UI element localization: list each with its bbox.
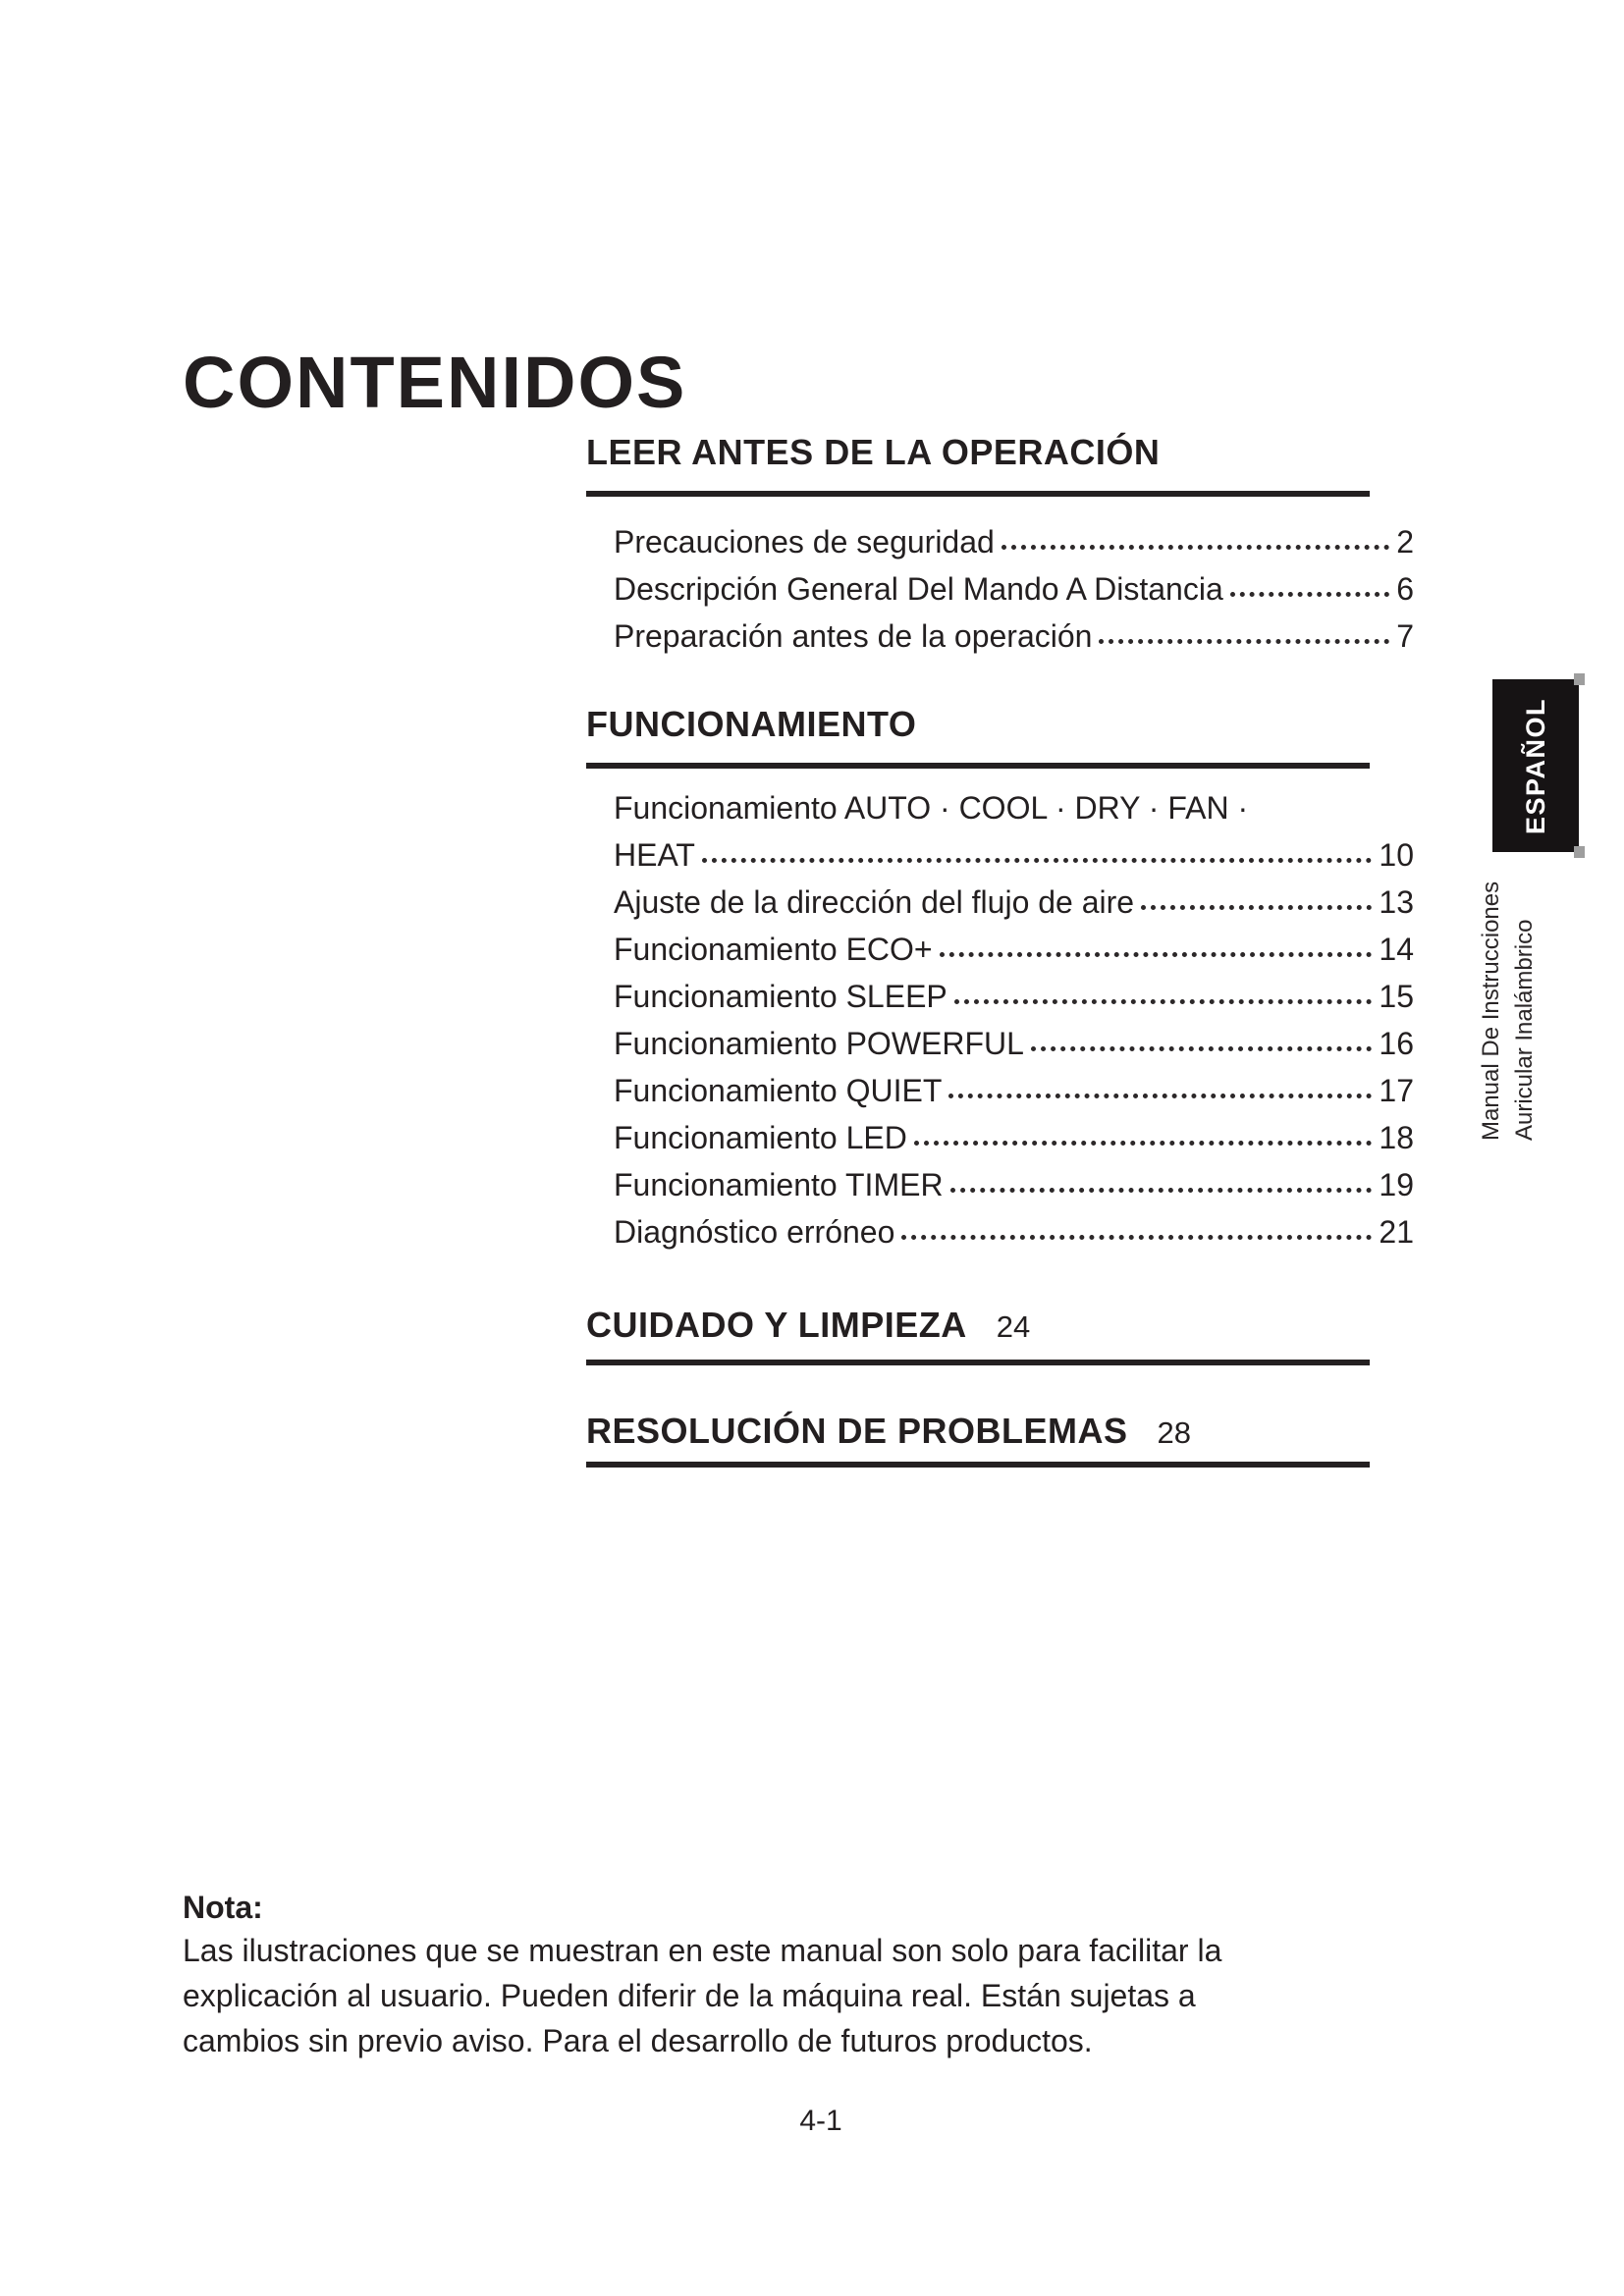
toc-item-row: Funcionamiento ECO+ 14	[614, 926, 1414, 973]
toc-item: Funcionamiento AUTO · COOL · DRY · FAN ·…	[614, 784, 1414, 879]
toc-leader-dots	[949, 1188, 1373, 1193]
toc-item-page: 2	[1396, 524, 1414, 560]
section-heading: LEER ANTES DE LA OPERACIÓN	[586, 432, 1370, 497]
toc-item-label: Funcionamiento SLEEP	[614, 979, 947, 1014]
toc-leader-dots	[1229, 592, 1390, 597]
section-heading-text: CUIDADO Y LIMPIEZA	[586, 1305, 967, 1345]
toc-item-row: Ajuste de la dirección del flujo de aire…	[614, 879, 1414, 926]
language-tab-espanol: ESPAÑOL	[1492, 679, 1579, 852]
toc-leader-dots	[1001, 545, 1390, 550]
toc-item-page: 7	[1396, 618, 1414, 654]
toc-item: Diagnóstico erróneo 21	[614, 1208, 1414, 1255]
toc-item-list: Funcionamiento AUTO · COOL · DRY · FAN ·…	[586, 784, 1414, 1255]
toc-item: Funcionamiento SLEEP 15	[614, 973, 1414, 1020]
toc-item-row: Preparación antes de la operación 7	[614, 613, 1414, 660]
toc-item-label: Funcionamiento POWERFUL	[614, 1026, 1024, 1061]
scan-artifact-mark	[1574, 846, 1585, 858]
toc-item: Preparación antes de la operación 7	[614, 613, 1414, 660]
toc-item: Ajuste de la dirección del flujo de aire…	[614, 879, 1414, 926]
toc-item-page: 15	[1379, 979, 1414, 1014]
toc-item-label: Descripción General Del Mando A Distanci…	[614, 571, 1223, 607]
toc-item-row: HEAT 10	[614, 831, 1414, 879]
toc-item-label: Ajuste de la dirección del flujo de aire	[614, 884, 1135, 920]
section-heading-text: LEER ANTES DE LA OPERACIÓN	[586, 432, 1161, 472]
toc-section-cuidado-limpieza: CUIDADO Y LIMPIEZA 24	[586, 1305, 1414, 1365]
toc-item-row: Diagnóstico erróneo 21	[614, 1208, 1414, 1255]
toc-item-row: Funcionamiento TIMER 19	[614, 1161, 1414, 1208]
toc-item-page: 14	[1379, 932, 1414, 967]
section-heading-page: 24	[996, 1309, 1031, 1344]
toc-item-label: Preparación antes de la operación	[614, 618, 1093, 654]
toc-item-row: Funcionamiento POWERFUL 16	[614, 1020, 1414, 1067]
toc-item-page: 19	[1379, 1167, 1414, 1202]
toc-item: Precauciones de seguridad 2	[614, 518, 1414, 565]
toc-leader-dots	[1030, 1046, 1373, 1051]
toc-item-label: Funcionamiento LED	[614, 1120, 907, 1155]
note-line: cambios sin previo aviso. Para el desarr…	[183, 2023, 1093, 2058]
toc-item-label: Funcionamiento ECO+	[614, 932, 933, 967]
toc-section-funcionamiento: FUNCIONAMIENTO Funcionamiento AUTO · COO…	[586, 704, 1414, 1255]
toc-item-label: HEAT	[614, 837, 695, 873]
section-heading-page: 28	[1157, 1415, 1192, 1450]
toc-leader-dots	[939, 952, 1373, 957]
section-heading: FUNCIONAMIENTO	[586, 704, 1370, 769]
note-label: Nota:	[183, 1890, 263, 1925]
spine-line-1: Manual De Instrucciones	[1478, 881, 1504, 1141]
section-heading: CUIDADO Y LIMPIEZA 24	[586, 1305, 1370, 1365]
toc-section-resolucion-problemas: RESOLUCIÓN DE PROBLEMAS 28	[586, 1411, 1414, 1468]
section-heading-text: FUNCIONAMIENTO	[586, 704, 917, 744]
toc-leader-dots	[901, 1235, 1373, 1240]
footer-page-number: 4-1	[799, 2105, 842, 2137]
toc-item-label: Funcionamiento QUIET	[614, 1073, 943, 1108]
toc-item-label: Funcionamiento TIMER	[614, 1167, 944, 1202]
toc-item: Funcionamiento POWERFUL 16	[614, 1020, 1414, 1067]
toc-leader-dots	[948, 1094, 1373, 1098]
note-block: Nota: Las ilustraciones que se muestran …	[183, 1887, 1479, 2063]
language-tab-label: ESPAÑOL	[1520, 697, 1550, 834]
toc-item-page: 16	[1379, 1026, 1414, 1061]
toc-item-row: Funcionamiento LED 18	[614, 1114, 1414, 1161]
spine-vertical-text: Manual De Instrucciones Auricular Inalám…	[1475, 881, 1542, 1141]
toc-leader-dots	[913, 1141, 1373, 1146]
toc-item: Funcionamiento TIMER 19	[614, 1161, 1414, 1208]
toc-item-list: Precauciones de seguridad 2 Descripción …	[586, 518, 1414, 660]
toc-item-row: Funcionamiento SLEEP 15	[614, 973, 1414, 1020]
note-line: Las ilustraciones que se muestran en est…	[183, 1933, 1222, 1968]
table-of-contents: LEER ANTES DE LA OPERACIÓN Precauciones …	[586, 432, 1414, 1468]
toc-leader-dots	[1099, 639, 1390, 644]
toc-leader-dots	[701, 858, 1373, 863]
toc-item-page: 17	[1379, 1073, 1414, 1108]
toc-item-label: Precauciones de seguridad	[614, 524, 995, 560]
toc-item: Descripción General Del Mando A Distanci…	[614, 565, 1414, 613]
toc-item-page: 6	[1396, 571, 1414, 607]
spine-line-2: Auricular Inalámbrico	[1511, 919, 1538, 1141]
toc-item-page: 21	[1379, 1214, 1414, 1250]
toc-item-page: 18	[1379, 1120, 1414, 1155]
section-heading-text: RESOLUCIÓN DE PROBLEMAS	[586, 1411, 1128, 1451]
toc-item: Funcionamiento ECO+ 14	[614, 926, 1414, 973]
toc-item-page: 13	[1379, 884, 1414, 920]
section-heading: RESOLUCIÓN DE PROBLEMAS 28	[586, 1411, 1370, 1468]
toc-section-leer-antes: LEER ANTES DE LA OPERACIÓN Precauciones …	[586, 432, 1414, 660]
scan-artifact-mark	[1574, 673, 1585, 685]
toc-item-row: Precauciones de seguridad 2	[614, 518, 1414, 565]
toc-item: Funcionamiento QUIET 17	[614, 1067, 1414, 1114]
toc-item-page: 10	[1379, 837, 1414, 873]
toc-leader-dots	[953, 999, 1373, 1004]
toc-item: Funcionamiento LED 18	[614, 1114, 1414, 1161]
page-title: CONTENIDOS	[183, 341, 687, 423]
toc-item-row: Funcionamiento QUIET 17	[614, 1067, 1414, 1114]
toc-item-row: Descripción General Del Mando A Distanci…	[614, 565, 1414, 613]
toc-leader-dots	[1141, 905, 1373, 910]
toc-item-label: Diagnóstico erróneo	[614, 1214, 895, 1250]
note-line: explicación al usuario. Pueden diferir d…	[183, 1978, 1196, 2013]
toc-item-wrap-line: Funcionamiento AUTO · COOL · DRY · FAN ·	[614, 790, 1249, 826]
